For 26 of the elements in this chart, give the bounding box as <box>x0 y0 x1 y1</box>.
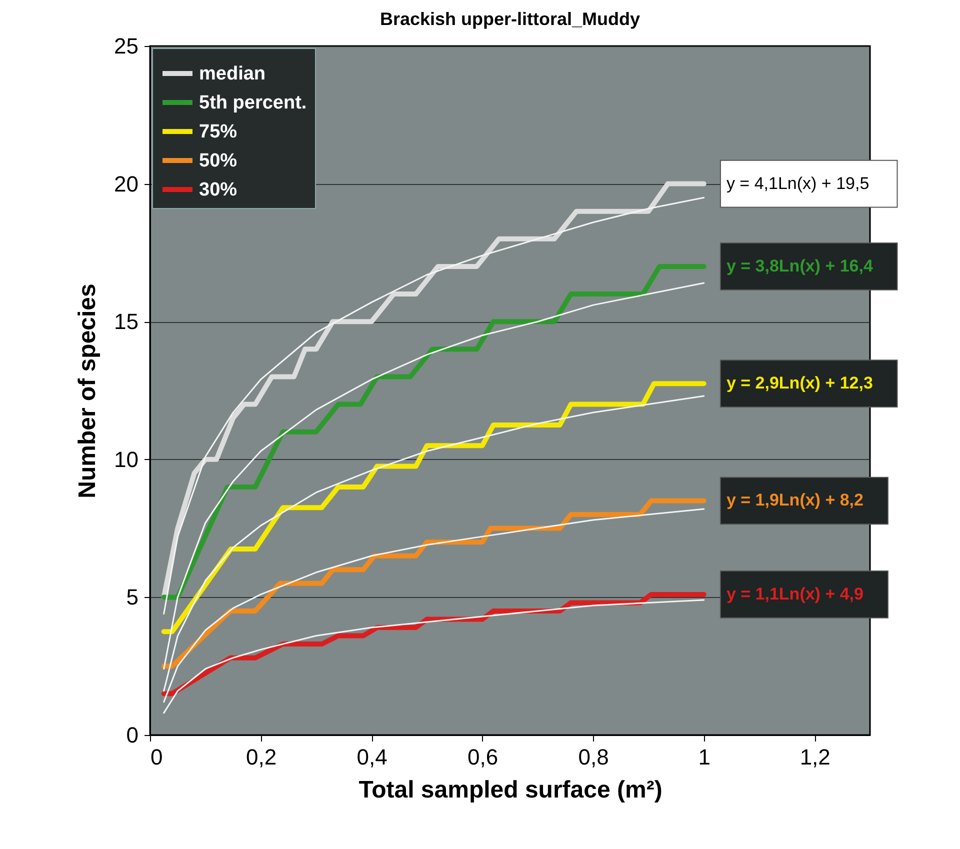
x-axis-title: Total sampled surface (m²) <box>358 776 662 804</box>
x-tick-label: 0,6 <box>468 744 498 770</box>
legend-label: 5th percent. <box>199 92 307 114</box>
x-tick-label: 1 <box>698 744 710 770</box>
x-tick-label: 1,2 <box>800 744 830 770</box>
annotation: y = 3,8Ln(x) + 16,4 <box>726 256 874 276</box>
legend-label: 30% <box>199 180 238 200</box>
annotation: y = 2,9Ln(x) + 12,3 <box>726 374 873 393</box>
y-tick-label: 25 <box>114 34 138 58</box>
y-tick-label: 15 <box>114 309 138 334</box>
x-tick-label: 0,8 <box>578 744 609 770</box>
x-tick-label: 0,4 <box>356 744 388 770</box>
x-tick-label: 0,2 <box>246 744 277 770</box>
y-tick-label: 20 <box>114 171 138 196</box>
legend-label: 75% <box>199 122 238 142</box>
legend-label: 50% <box>199 150 238 172</box>
annotation: y = 1,9Ln(x) + 8,2 <box>726 490 864 510</box>
annotation: y = 4,1Ln(x) + 19,5 <box>726 174 870 193</box>
annotation: y = 1,1Ln(x) + 4,9 <box>726 584 864 604</box>
legend-label: median <box>199 64 266 84</box>
y-tick-label: 0 <box>126 722 138 748</box>
y-tick-label: 10 <box>114 446 138 472</box>
chart-title: Brackish upper-littoral_Muddy <box>380 9 640 29</box>
x-tick-label: 0 <box>150 744 163 770</box>
y-axis-title: Number of species <box>74 284 102 498</box>
y-tick-label: 5 <box>126 584 138 610</box>
